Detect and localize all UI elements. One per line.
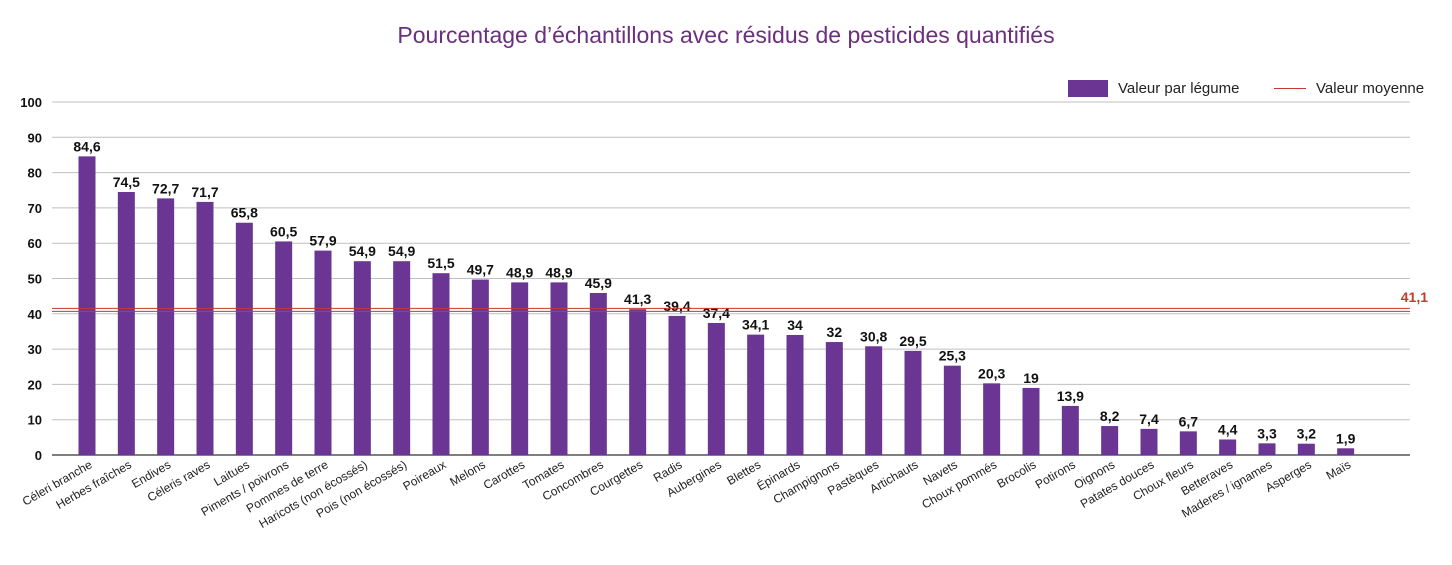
bar-value-label-15: 39,4 xyxy=(663,298,690,314)
bar-32 xyxy=(1337,448,1355,455)
y-tick-label-10: 10 xyxy=(28,413,42,428)
bar-21 xyxy=(904,350,922,455)
legend-average-line xyxy=(1274,87,1306,89)
bar-value-label-1: 74,5 xyxy=(113,174,140,190)
bar-value-label-5: 60,5 xyxy=(270,223,297,239)
x-category-label-9: Poireaux xyxy=(400,457,448,493)
bar-value-label-11: 48,9 xyxy=(506,264,533,280)
bar-value-label-19: 32 xyxy=(827,324,843,340)
bar-30 xyxy=(1258,443,1276,455)
bar-value-label-2: 72,7 xyxy=(152,180,179,196)
bar-value-label-30: 3,3 xyxy=(1257,425,1277,441)
bar-16 xyxy=(707,322,725,455)
y-tick-label-40: 40 xyxy=(28,307,42,322)
bar-18 xyxy=(786,334,804,455)
bar-12 xyxy=(550,282,568,455)
bar-25 xyxy=(1061,405,1079,455)
y-tick-label-90: 90 xyxy=(28,130,42,145)
bar-value-label-13: 45,9 xyxy=(585,275,612,291)
bar-4 xyxy=(235,222,253,455)
bar-7 xyxy=(353,261,371,455)
bar-value-label-29: 4,4 xyxy=(1218,421,1238,437)
bar-value-label-14: 41,3 xyxy=(624,291,651,307)
bar-value-label-0: 84,6 xyxy=(73,138,100,154)
bar-0 xyxy=(78,156,96,455)
bar-6 xyxy=(314,250,332,455)
bar-value-label-28: 6,7 xyxy=(1179,413,1199,429)
bar-value-label-7: 54,9 xyxy=(349,243,376,259)
bar-value-label-31: 3,2 xyxy=(1297,426,1317,442)
bar-20 xyxy=(865,346,883,455)
x-category-label-32: Maïs xyxy=(1324,457,1354,482)
y-tick-label-60: 60 xyxy=(28,236,42,251)
y-tick-label-100: 100 xyxy=(20,95,42,110)
bar-value-label-18: 34 xyxy=(787,317,803,333)
bar-value-label-17: 34,1 xyxy=(742,317,769,333)
x-category-label-24: Brocolis xyxy=(995,457,1039,490)
bar-17 xyxy=(747,334,765,455)
legend-bar-swatch xyxy=(1068,79,1108,97)
bar-value-label-32: 1,9 xyxy=(1336,430,1356,446)
bar-24 xyxy=(1022,387,1040,455)
bar-value-label-10: 49,7 xyxy=(467,262,494,278)
bar-8 xyxy=(393,261,411,455)
bar-11 xyxy=(511,282,529,455)
y-tick-label-0: 0 xyxy=(35,448,42,463)
chart-title: Pourcentage d’échantillons avec résidus … xyxy=(397,22,1055,48)
bar-value-label-8: 54,9 xyxy=(388,243,415,259)
bar-value-label-21: 29,5 xyxy=(899,333,926,349)
bar-value-label-23: 20,3 xyxy=(978,365,1005,381)
legend-item-average: Valeur moyenne xyxy=(1274,76,1424,100)
bar-value-label-24: 19 xyxy=(1023,370,1039,386)
y-tick-label-70: 70 xyxy=(28,201,42,216)
bar-10 xyxy=(471,279,489,455)
bar-15 xyxy=(668,315,686,455)
bar-31 xyxy=(1297,443,1315,455)
legend-average-label: Valeur moyenne xyxy=(1316,79,1425,97)
bar-value-label-16: 37,4 xyxy=(703,305,730,321)
bar-value-label-20: 30,8 xyxy=(860,328,887,344)
average-value-label: 41,1 xyxy=(1401,289,1428,305)
bar-value-label-22: 25,3 xyxy=(939,348,966,364)
bar-value-label-9: 51,5 xyxy=(427,255,454,271)
x-category-label-10: Melons xyxy=(447,457,488,488)
bar-26 xyxy=(1101,426,1119,455)
y-tick-label-80: 80 xyxy=(28,166,42,181)
x-category-label-11: Carottes xyxy=(481,457,527,492)
bar-value-label-6: 57,9 xyxy=(309,233,336,249)
bar-3 xyxy=(196,201,214,455)
bar-value-label-25: 13,9 xyxy=(1057,388,1084,404)
bar-29 xyxy=(1219,439,1237,455)
legend-item-bars: Valeur par légume xyxy=(1068,76,1239,100)
bar-13 xyxy=(589,292,607,455)
bar-23 xyxy=(983,383,1001,455)
bar-value-label-27: 7,4 xyxy=(1139,411,1159,427)
y-tick-label-50: 50 xyxy=(28,272,42,287)
bar-1 xyxy=(117,192,135,455)
bar-value-label-4: 65,8 xyxy=(231,205,258,221)
bar-2 xyxy=(157,198,175,455)
y-tick-label-30: 30 xyxy=(28,342,42,357)
bar-5 xyxy=(275,241,293,455)
bar-14 xyxy=(629,309,647,455)
bar-9 xyxy=(432,273,450,455)
bar-19 xyxy=(825,342,843,455)
legend-bar-label: Valeur par légume xyxy=(1118,79,1240,97)
bar-28 xyxy=(1179,431,1197,455)
bar-value-label-3: 71,7 xyxy=(191,184,218,200)
y-tick-label-20: 20 xyxy=(28,377,42,392)
bar-22 xyxy=(943,365,961,455)
bar-27 xyxy=(1140,428,1158,455)
x-category-label-25: Potirons xyxy=(1033,457,1078,491)
bar-value-label-26: 8,2 xyxy=(1100,408,1120,424)
bar-value-label-12: 48,9 xyxy=(545,264,572,280)
